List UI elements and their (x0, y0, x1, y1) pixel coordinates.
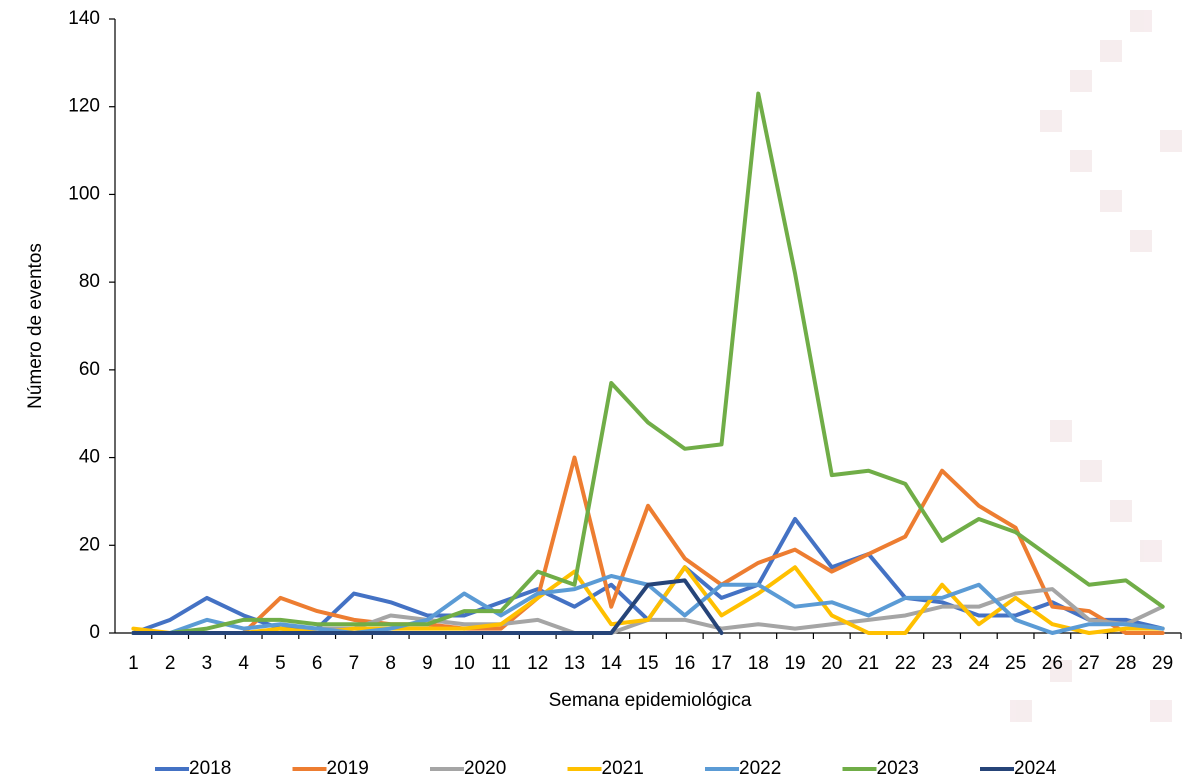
x-tick-label: 17 (711, 653, 732, 674)
y-tick-label: 140 (68, 8, 100, 29)
legend-label: 2019 (327, 758, 369, 779)
x-tick-label: 8 (385, 653, 396, 674)
x-tick-label: 7 (349, 653, 360, 674)
y-tick-label: 80 (79, 271, 100, 292)
x-tick-label: 12 (527, 653, 548, 674)
legend-label: 2018 (189, 758, 231, 779)
x-tick-label: 11 (491, 653, 511, 674)
x-tick-label: 20 (821, 653, 842, 674)
x-tick-label: 16 (674, 653, 695, 674)
x-tick-label: 21 (858, 653, 879, 674)
x-tick-label: 22 (895, 653, 916, 674)
x-tick-label: 23 (931, 653, 952, 674)
x-tick-label: 1 (128, 653, 139, 674)
y-axis-label: Número de eventos (25, 243, 46, 409)
x-tick-label: 5 (275, 653, 286, 674)
x-tick-label: 4 (238, 653, 249, 674)
background-pattern (1010, 10, 1182, 722)
x-tick-label: 25 (1005, 653, 1026, 674)
x-tick-label: 6 (312, 653, 323, 674)
legend-label: 2022 (739, 758, 781, 779)
x-tick-label: 29 (1152, 653, 1173, 674)
series-line (131, 578, 724, 635)
x-tick-label: 2 (165, 653, 176, 674)
y-tick-label: 0 (89, 622, 100, 643)
legend-label: 2024 (1014, 758, 1057, 779)
x-tick-label: 13 (564, 653, 585, 674)
y-tick-label: 100 (68, 183, 100, 204)
x-tick-label: 18 (748, 653, 769, 674)
y-tick-label: 120 (68, 96, 100, 117)
x-tick-label: 3 (202, 653, 213, 674)
x-axis-label: Semana epidemiológica (549, 690, 752, 711)
x-tick-label: 24 (968, 653, 990, 674)
legend-label: 2021 (602, 758, 644, 779)
legend-label: 2023 (877, 758, 919, 779)
legend-label: 2020 (464, 758, 506, 779)
series-line (131, 516, 1165, 635)
x-tick-label: 9 (422, 653, 433, 674)
series-line (131, 91, 1165, 635)
y-tick-label: 60 (79, 359, 100, 380)
x-tick-label: 10 (454, 653, 475, 674)
y-tick-label: 40 (79, 447, 100, 468)
y-tick-label: 20 (79, 534, 100, 555)
x-tick-label: 14 (601, 653, 623, 674)
x-tick-label: 15 (637, 653, 658, 674)
x-tick-label: 27 (1079, 653, 1100, 674)
x-tick-label: 28 (1115, 653, 1136, 674)
x-tick-label: 26 (1042, 653, 1063, 674)
x-tick-label: 19 (784, 653, 805, 674)
series-line (131, 455, 1165, 635)
